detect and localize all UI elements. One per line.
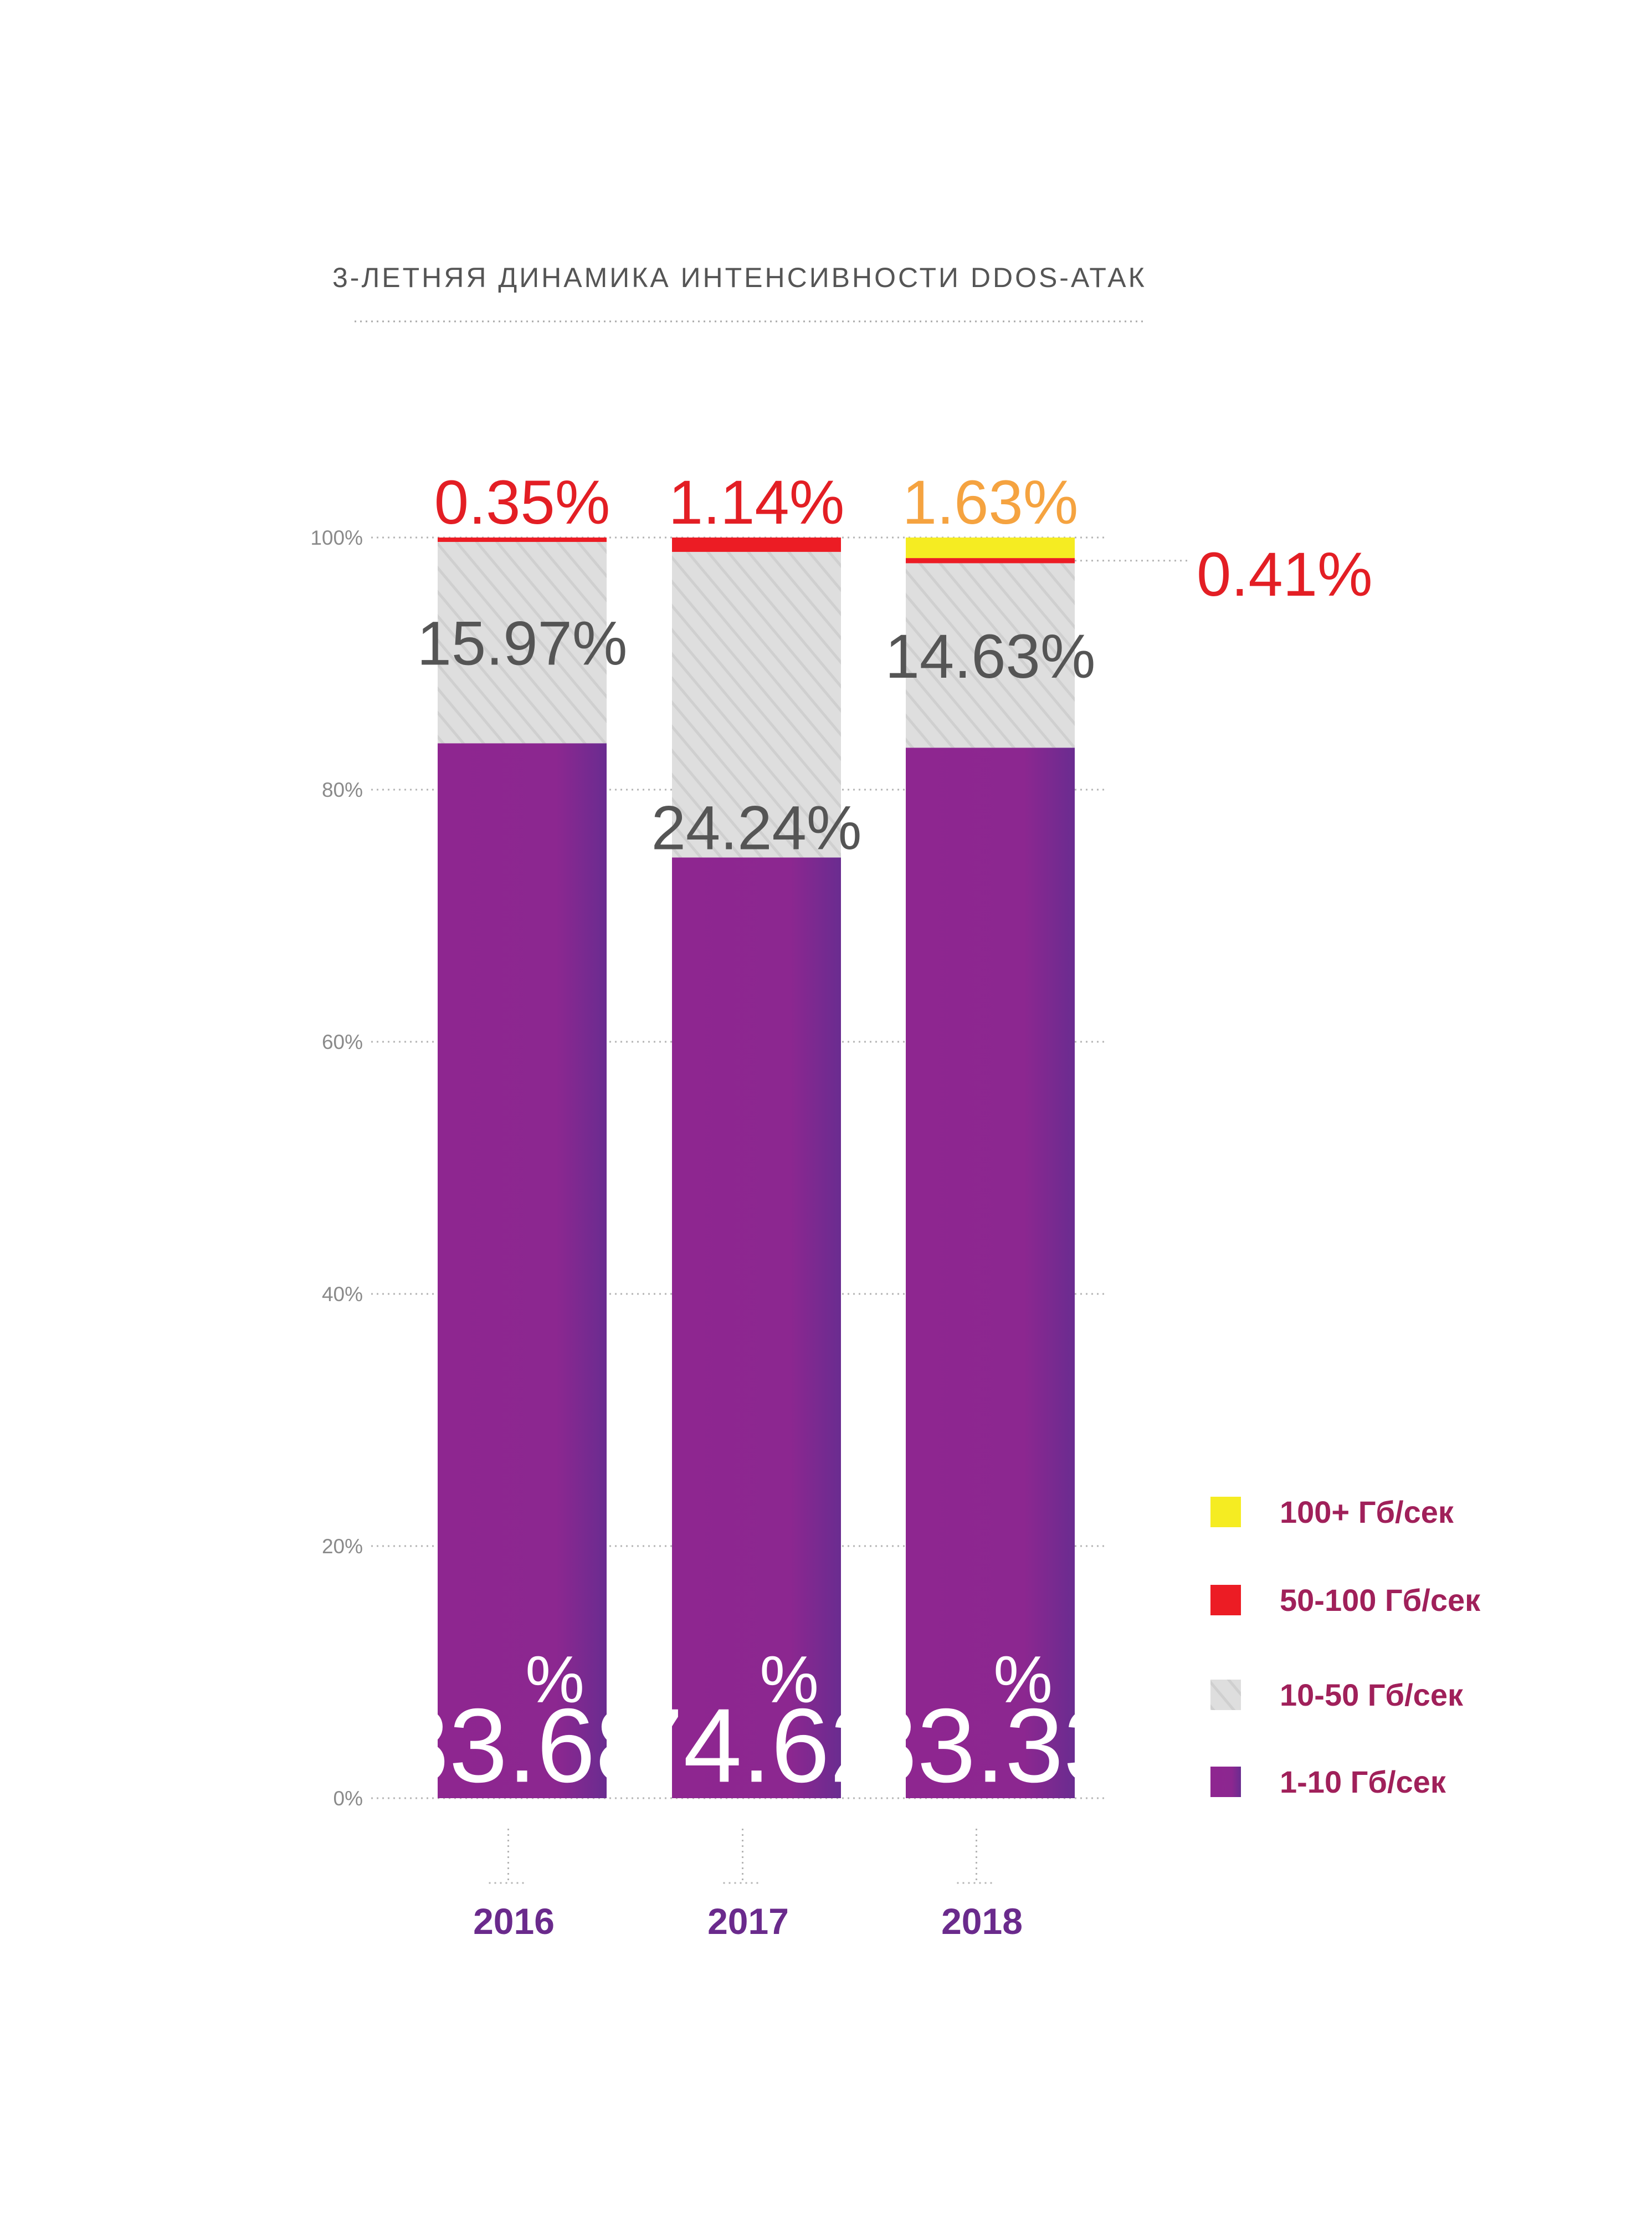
bar-segment-2017-1: [672, 857, 841, 1798]
data-label-1-10: 83.33: [859, 1687, 1122, 1804]
bar-segment-2016-1: [438, 743, 607, 1798]
percent-sign-label: %: [525, 1642, 584, 1717]
y-tick-label: 0%: [334, 1787, 363, 1810]
bar-segment-2018-3: [906, 558, 1075, 564]
data-label-50-100: 1.14%: [669, 468, 845, 537]
y-axis: 0% 20% 40% 60% 80% 100%: [310, 526, 363, 1810]
legend-label: 1-10 Гб/сек: [1280, 1764, 1446, 1799]
x-tick-label: 2016: [473, 1901, 555, 1942]
x-axis: 2016 2017 2018: [473, 1829, 1023, 1942]
legend-label: 100+ Гб/сек: [1280, 1495, 1454, 1529]
bar-segment-2018-1: [906, 748, 1075, 1798]
y-tick-label: 60%: [322, 1031, 363, 1053]
x-tick-label: 2017: [707, 1901, 789, 1942]
data-label-100-plus: 1.63%: [902, 468, 1079, 537]
x-tick-label: 2018: [941, 1901, 1023, 1942]
legend-swatch: [1210, 1585, 1241, 1615]
bar-segment-2017-2: [672, 551, 841, 858]
data-label-50-100: 0.41%: [1197, 540, 1373, 609]
data-label-10-50: 24.24%: [651, 793, 862, 862]
chart-title: 3-ЛЕТНЯЯ ДИНАМИКА ИНТЕНСИВНОСТИ DDOS-АТА…: [332, 262, 1147, 293]
y-tick-label: 100%: [310, 526, 363, 549]
y-tick-label: 20%: [322, 1535, 363, 1558]
data-label-1-10: 83.68: [391, 1687, 654, 1804]
bar-segment-2018-2: [906, 563, 1075, 748]
data-label-1-10: 74.62: [625, 1687, 888, 1804]
bars: [438, 538, 1075, 1798]
legend-label: 10-50 Гб/сек: [1280, 1677, 1464, 1712]
y-tick-label: 80%: [322, 779, 363, 801]
data-label-10-50: 14.63%: [885, 622, 1096, 691]
legend-label: 50-100 Гб/сек: [1280, 1583, 1481, 1618]
data-label-50-100: 0.35%: [434, 468, 610, 537]
bar-segment-2017-3: [672, 538, 841, 552]
bar-segment-2018-4: [906, 538, 1075, 559]
legend: 100+ Гб/сек 50-100 Гб/сек 10-50 Гб/сек 1-10…: [1210, 1495, 1481, 1799]
data-labels: %83.6815.97%0.35%%74.6224.24%1.14%%83.33…: [391, 468, 1373, 1804]
bar-segment-2016-3: [438, 538, 607, 542]
y-tick-label: 40%: [322, 1283, 363, 1306]
legend-swatch: [1210, 1767, 1241, 1797]
bar-segment-2016-2: [438, 541, 607, 744]
percent-sign-label: %: [760, 1642, 819, 1717]
data-label-10-50: 15.97%: [417, 609, 628, 678]
legend-swatch: [1210, 1497, 1241, 1527]
percent-sign-label: %: [993, 1642, 1053, 1717]
legend-swatch: [1210, 1680, 1241, 1710]
